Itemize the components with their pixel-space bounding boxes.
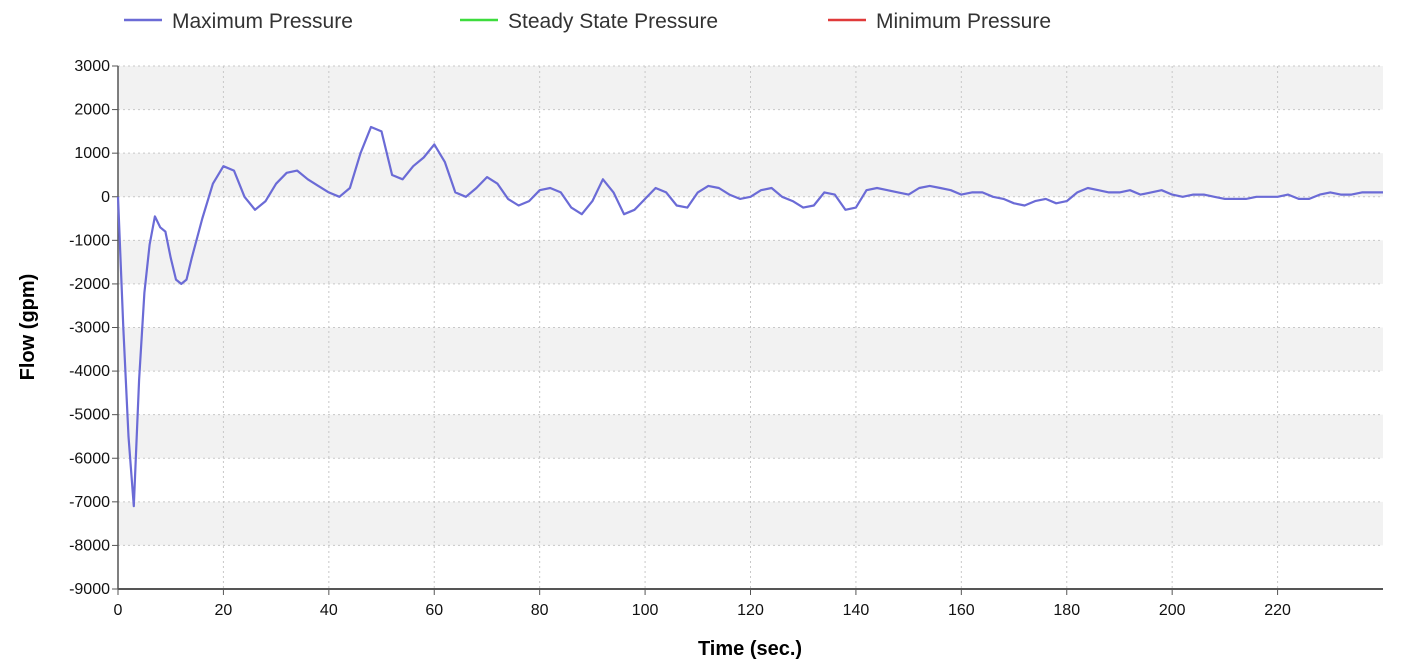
x-tick-label: 160 — [948, 602, 975, 619]
x-tick-label: 0 — [114, 602, 123, 619]
y-tick-labels: 3000 2000 1000 0 -1000 -2000 -3000 -4000 -5000 -6… — [69, 58, 110, 598]
x-tick-label: 60 — [425, 602, 443, 619]
series-lines — [116, 125, 1383, 508]
y-tick-label: -7000 — [69, 494, 110, 511]
x-tick-labels: 0 20 40 60 80 100 120 140 160 180 200 220 — [114, 602, 1291, 619]
y-tick-label: 1000 — [74, 145, 110, 162]
legend-item: Maximum Pressure — [124, 10, 353, 33]
x-tick-label: 220 — [1264, 602, 1291, 619]
legend-item: Minimum Pressure — [828, 10, 1051, 33]
legend-label: Steady State Pressure — [508, 10, 718, 33]
axes — [112, 65, 1383, 595]
x-tick-label: 20 — [215, 602, 233, 619]
y-tick-label: 0 — [101, 189, 110, 206]
x-axis-title: Time (sec.) — [698, 638, 802, 660]
plot-band — [118, 153, 1383, 197]
y-tick-label: -5000 — [69, 407, 110, 424]
x-tick-label: 100 — [632, 602, 659, 619]
y-tick-label: -4000 — [69, 363, 110, 380]
legend-item: Steady State Pressure — [460, 10, 718, 33]
legend-label: Minimum Pressure — [876, 10, 1051, 33]
y-tick-label: -9000 — [69, 581, 110, 598]
y-tick-label: 2000 — [74, 102, 110, 119]
y-axis-title: Flow (gpm) — [17, 274, 39, 381]
plot-band — [118, 327, 1383, 372]
grid-lines — [118, 65, 1383, 590]
x-tick-label: 180 — [1053, 602, 1080, 619]
y-tick-label: -8000 — [69, 537, 110, 554]
legend: Maximum Pressure Steady State Pressure Min… — [124, 10, 1051, 33]
y-tick-label: 3000 — [74, 58, 110, 75]
y-tick-label: -3000 — [69, 320, 110, 337]
x-tick-label: 140 — [843, 602, 870, 619]
x-tick-label: 40 — [320, 602, 338, 619]
series-line-maximum-pressure — [116, 125, 1383, 508]
x-tick-label: 120 — [737, 602, 764, 619]
y-tick-label: -2000 — [69, 276, 110, 293]
x-tick-label: 200 — [1159, 602, 1186, 619]
y-tick-label: -1000 — [69, 232, 110, 249]
legend-label: Maximum Pressure — [172, 10, 353, 33]
x-tick-label: 80 — [531, 602, 549, 619]
plot-band — [118, 501, 1383, 546]
y-tick-label: -6000 — [69, 450, 110, 467]
